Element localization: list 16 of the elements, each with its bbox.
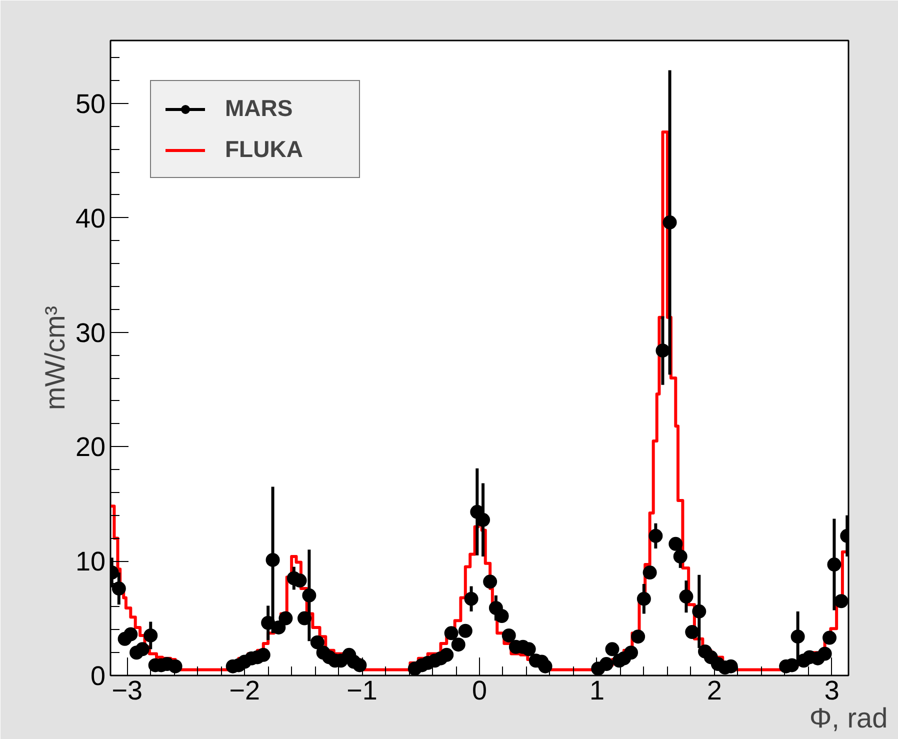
- x-axis-title: Φ, rad: [809, 702, 888, 734]
- x-tick-label: −2: [229, 676, 260, 706]
- y-tick-label: 20: [75, 432, 106, 462]
- legend-label: MARS: [225, 95, 294, 122]
- legend-label: FLUKA: [225, 136, 304, 163]
- y-tick-label: 30: [75, 318, 106, 348]
- x-tick-label: 0: [472, 676, 488, 706]
- y-axis-title: mW/cm³: [39, 306, 70, 410]
- x-tick-label: 2: [706, 676, 722, 706]
- y-tick-label: 50: [75, 88, 106, 119]
- x-tick-label: 1: [589, 676, 604, 706]
- x-tick-label: −3: [112, 676, 143, 706]
- x-tick-label: 3: [824, 676, 840, 706]
- y-tick-label: 40: [75, 203, 106, 234]
- y-tick-label: 10: [75, 546, 106, 577]
- x-tick-label: −1: [346, 676, 378, 706]
